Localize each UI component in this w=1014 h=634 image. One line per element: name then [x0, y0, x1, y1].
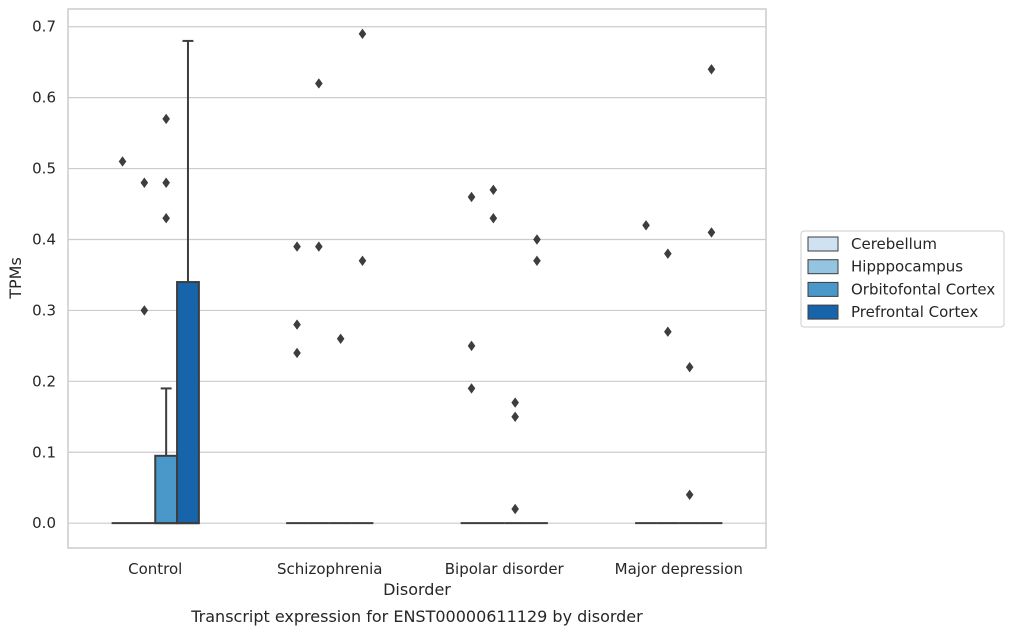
legend-swatch [807, 281, 839, 297]
box-group [656, 248, 679, 525]
outlier-point [293, 347, 301, 359]
y-tick-label: 0.3 [32, 301, 56, 319]
y-tick-label: 0.7 [32, 18, 56, 36]
box-group [307, 78, 330, 525]
outlier-point [162, 177, 170, 188]
outlier-point [664, 326, 672, 337]
y-tick-label: 0.4 [32, 230, 56, 248]
outlier-point [685, 489, 694, 501]
outlier-point [511, 411, 519, 422]
y-tick-label: 0.1 [32, 443, 56, 461]
outlier-point [358, 28, 367, 40]
box-group [482, 184, 505, 525]
y-tick-label: 0.2 [32, 372, 56, 390]
outlier-point [140, 305, 149, 316]
outlier-point [118, 156, 127, 167]
box-group [329, 333, 352, 525]
legend-swatch [807, 236, 839, 252]
y-tick-labels: 0.0 0.1 0.2 0.3 0.4 0.5 0.6 0.7 [32, 18, 56, 532]
box [176, 281, 200, 525]
outlier-point [707, 64, 716, 75]
box-group [678, 361, 701, 525]
y-axis-title: TPMs [6, 257, 25, 300]
box-series [111, 28, 723, 525]
outlier-point [489, 184, 498, 196]
legend-label: Hipppocampus [851, 258, 963, 276]
outlier-point [685, 361, 694, 373]
outlier-point [358, 255, 367, 266]
x-axis-title: Disorder [383, 580, 451, 599]
legend-label: Orbitofontal Cortex [851, 280, 995, 298]
legend-label: Prefrontal Cortex [851, 303, 978, 321]
outlier-point [336, 333, 345, 344]
box-group [504, 397, 527, 525]
outlier-point [707, 227, 716, 238]
x-tick-labels: Control Schizophrenia Bipolar disorder Majo… [128, 560, 743, 578]
outlier-point [162, 213, 170, 224]
outlier-point [642, 220, 650, 231]
outlier-point [467, 340, 476, 352]
outlier-point [293, 319, 301, 330]
outlier-point [140, 177, 149, 188]
box-group [351, 28, 374, 525]
outlier-point [533, 234, 541, 245]
box-group [176, 39, 200, 525]
y-tick-label: 0.6 [32, 89, 56, 107]
box-group [286, 241, 308, 525]
x-tick-label: Bipolar disorder [445, 560, 565, 578]
outlier-point [489, 213, 498, 224]
box-group [526, 234, 548, 525]
outlier-point [533, 255, 541, 266]
legend-label: Cerebellum [851, 235, 937, 253]
box [154, 454, 179, 525]
legend-frame [800, 230, 1005, 328]
outlier-point [293, 241, 301, 252]
outlier-point [162, 113, 170, 125]
outlier-point [511, 503, 519, 515]
y-tick-label: 0.0 [32, 514, 56, 532]
x-tick-label: Major depression [615, 560, 743, 578]
outlier-point [511, 397, 519, 408]
outlier-point [315, 241, 323, 252]
box-group [133, 177, 156, 525]
box-group [635, 220, 657, 525]
box-group [154, 113, 179, 525]
x-tick-label: Schizophrenia [277, 560, 382, 578]
box-group [111, 156, 134, 525]
outlier-point [467, 383, 476, 394]
legend-swatch [807, 259, 839, 275]
x-tick-label: Control [128, 560, 182, 578]
legend: Cerebellum Hipppocampus Orbitofontal Corte… [800, 230, 1005, 328]
outlier-point [315, 78, 323, 89]
outlier-point [467, 191, 476, 203]
y-tick-label: 0.5 [32, 160, 56, 178]
plot-frame [67, 8, 767, 549]
grid-lines [68, 26, 766, 524]
legend-swatch [807, 304, 839, 320]
box-group [460, 191, 483, 525]
chart-caption: Transcript expression for ENST0000061112… [190, 607, 643, 626]
box-group [700, 64, 723, 525]
outlier-point [664, 248, 672, 259]
